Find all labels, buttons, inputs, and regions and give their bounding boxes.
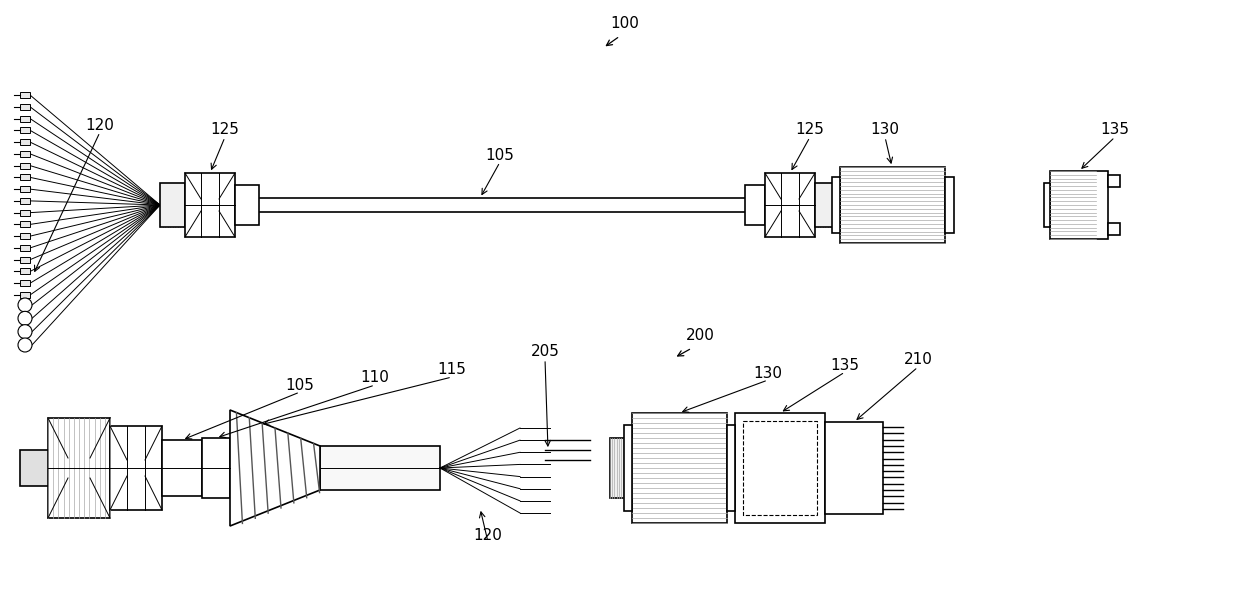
Bar	[20, 269, 30, 275]
Bar	[20, 116, 30, 122]
Bar	[160, 183, 185, 227]
Bar	[1050, 171, 1109, 239]
Bar	[832, 177, 839, 233]
Bar	[20, 292, 30, 298]
Text: 100: 100	[610, 16, 640, 31]
Bar	[735, 413, 825, 523]
Bar	[20, 92, 30, 98]
Bar	[20, 233, 30, 239]
Text: 105: 105	[285, 378, 315, 393]
Bar	[20, 174, 30, 180]
Bar	[320, 446, 440, 490]
Bar	[20, 151, 30, 157]
Bar	[48, 418, 110, 518]
Bar	[202, 438, 229, 498]
Text: 120: 120	[86, 117, 114, 132]
Bar	[110, 426, 162, 510]
Circle shape	[19, 298, 32, 312]
Bar	[624, 425, 632, 511]
Bar	[236, 185, 259, 225]
Text: 125: 125	[796, 123, 825, 138]
Bar	[1109, 223, 1120, 235]
Bar	[1044, 183, 1050, 227]
Bar	[20, 186, 30, 192]
Text: 120: 120	[474, 528, 502, 543]
Text: 130: 130	[754, 365, 782, 381]
Bar	[20, 139, 30, 145]
Bar	[945, 177, 954, 233]
Text: 115: 115	[438, 362, 466, 378]
Bar	[20, 198, 30, 204]
Text: 135: 135	[1101, 123, 1130, 138]
Text: 210: 210	[904, 352, 932, 368]
Bar	[20, 280, 30, 286]
Text: 110: 110	[361, 371, 389, 385]
Bar	[743, 421, 817, 515]
Bar	[20, 221, 30, 227]
Bar	[20, 210, 30, 216]
Bar	[185, 173, 236, 237]
Bar	[20, 127, 30, 133]
Circle shape	[19, 324, 32, 339]
Text: 105: 105	[486, 148, 515, 162]
Bar	[825, 422, 883, 514]
Bar	[765, 173, 815, 237]
Bar	[610, 438, 632, 498]
Bar	[20, 450, 48, 486]
Bar	[727, 425, 735, 511]
Bar	[815, 183, 839, 227]
Bar	[1109, 175, 1120, 187]
Bar	[20, 245, 30, 251]
Bar	[20, 104, 30, 110]
Text: 200: 200	[686, 328, 714, 343]
Bar	[839, 167, 945, 243]
Circle shape	[19, 311, 32, 326]
Bar	[20, 162, 30, 168]
Bar	[632, 413, 727, 523]
Text: 135: 135	[831, 358, 859, 372]
Text: 205: 205	[531, 345, 559, 359]
Bar	[20, 257, 30, 263]
Bar	[162, 440, 202, 496]
Text: 125: 125	[211, 123, 239, 138]
Text: 130: 130	[870, 123, 899, 138]
Circle shape	[19, 338, 32, 352]
Polygon shape	[229, 410, 320, 526]
Bar	[745, 185, 765, 225]
